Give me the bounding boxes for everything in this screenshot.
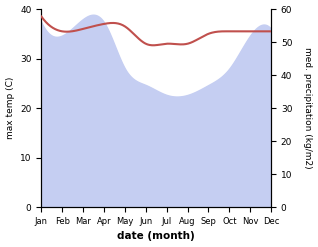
X-axis label: date (month): date (month) xyxy=(117,231,195,242)
Y-axis label: med. precipitation (kg/m2): med. precipitation (kg/m2) xyxy=(303,47,313,169)
Y-axis label: max temp (C): max temp (C) xyxy=(5,77,15,139)
